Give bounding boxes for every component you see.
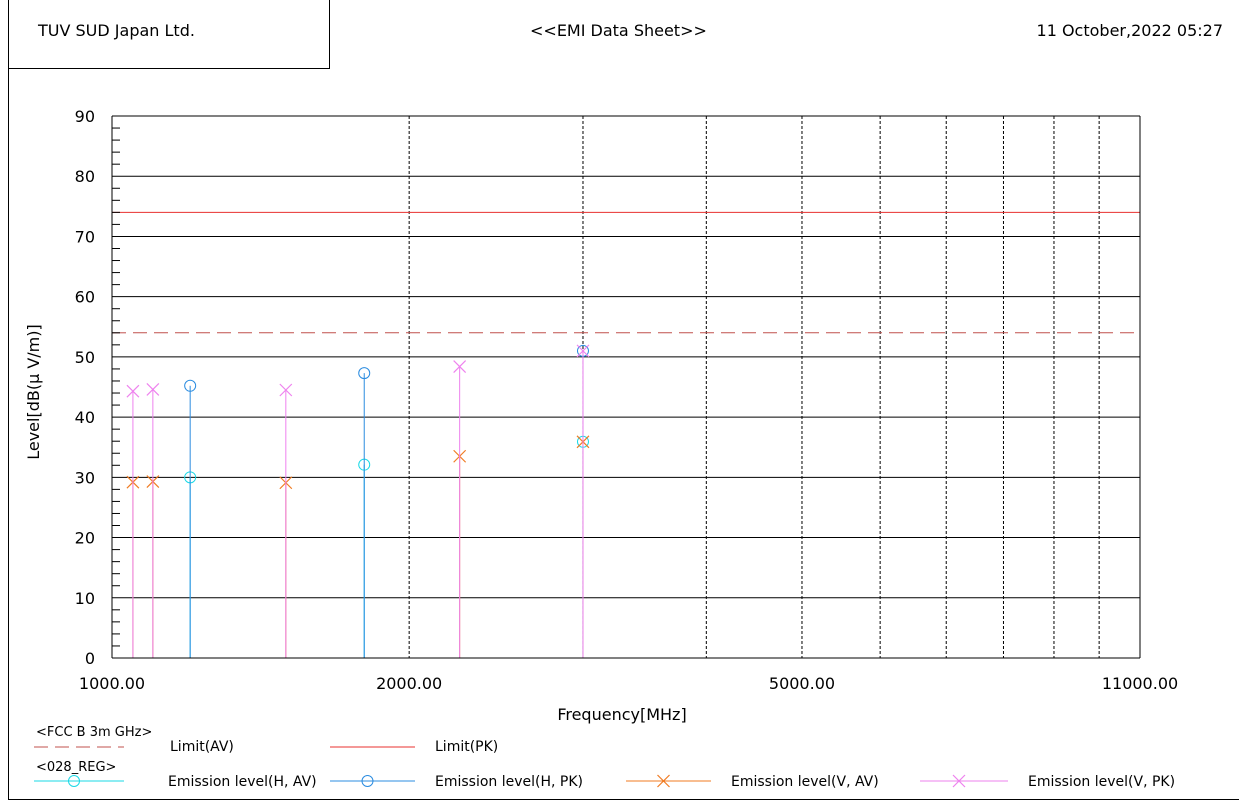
legend-series-label: Emission level(H, PK) <box>435 774 583 790</box>
legend-series-marker <box>657 774 670 788</box>
y-tick-label: 50 <box>75 348 95 367</box>
x-tick-label: 5000.00 <box>769 674 835 693</box>
legend-series-marker <box>361 775 374 787</box>
legend-layer: Limit(AV) Limit(PK) Emission level(H, AV) E… <box>34 739 1175 790</box>
x-axis-label: Frequency[MHz] <box>557 705 686 724</box>
limit-layer <box>112 211 1140 334</box>
sheet-title: <<EMI Data Sheet>> <box>530 21 707 40</box>
x-marker-stroke <box>952 774 966 788</box>
y-tick-label: 70 <box>75 227 95 246</box>
legend-series-marker <box>952 774 966 788</box>
legend-series-label: Emission level(H, AV) <box>168 774 317 790</box>
emission-marker <box>184 379 197 392</box>
x-marker-stroke <box>126 384 140 398</box>
sheet-frame <box>8 0 1239 800</box>
x-marker-stroke <box>576 344 590 358</box>
legend-limit-av-label: Limit(AV) <box>170 739 234 755</box>
y-axis-label: Level[dB(μ V/m)] <box>24 324 43 460</box>
series-group <box>184 435 589 658</box>
emission-marker <box>453 360 467 373</box>
company-box <box>8 0 330 69</box>
y-tick-label: 20 <box>75 529 95 548</box>
emission-marker <box>576 344 590 358</box>
y-tick-label: 80 <box>75 167 95 186</box>
axis-layer: 0 10 20 30 40 50 60 70 80 90 1000.00 2000.00 5000.00… <box>75 107 1179 693</box>
legend-series-marker <box>68 775 80 787</box>
x-tick-label: 2000.00 <box>376 674 442 693</box>
y-tick-label: 30 <box>75 468 95 487</box>
legend-group1-title: <FCC B 3m GHz> <box>36 725 152 740</box>
series-group <box>126 344 590 658</box>
y-tick-label: 90 <box>75 107 95 126</box>
series-group <box>126 435 590 658</box>
legend-series-label: Emission level(V, PK) <box>1028 774 1175 790</box>
legend-limit-pk-label: Limit(PK) <box>435 739 498 755</box>
emission-marker <box>146 382 160 396</box>
series-group <box>184 344 589 658</box>
emission-marker <box>279 383 293 397</box>
grid-layer <box>112 115 1140 658</box>
x-marker-stroke <box>279 383 293 397</box>
legend-group2-title: <028_REG> <box>36 760 116 775</box>
x-tick-label: 1000.00 <box>79 674 145 693</box>
x-marker-stroke <box>453 360 467 373</box>
emission-marker <box>126 384 140 398</box>
y-tick-label: 60 <box>75 288 95 307</box>
x-marker-stroke <box>146 382 160 396</box>
y-tick-label: 10 <box>75 589 95 608</box>
y-tick-label: 0 <box>85 649 95 668</box>
emission-marker <box>358 367 371 380</box>
y-tick-label: 40 <box>75 408 95 427</box>
legend-series-label: Emission level(V, AV) <box>731 774 879 790</box>
sheet-date: 11 October,2022 05:27 <box>1036 21 1223 40</box>
series-layer <box>126 344 590 658</box>
company-name: TUV SUD Japan Ltd. <box>38 21 195 40</box>
x-marker-stroke <box>657 774 670 788</box>
x-tick-label: 11000.00 <box>1102 674 1178 693</box>
